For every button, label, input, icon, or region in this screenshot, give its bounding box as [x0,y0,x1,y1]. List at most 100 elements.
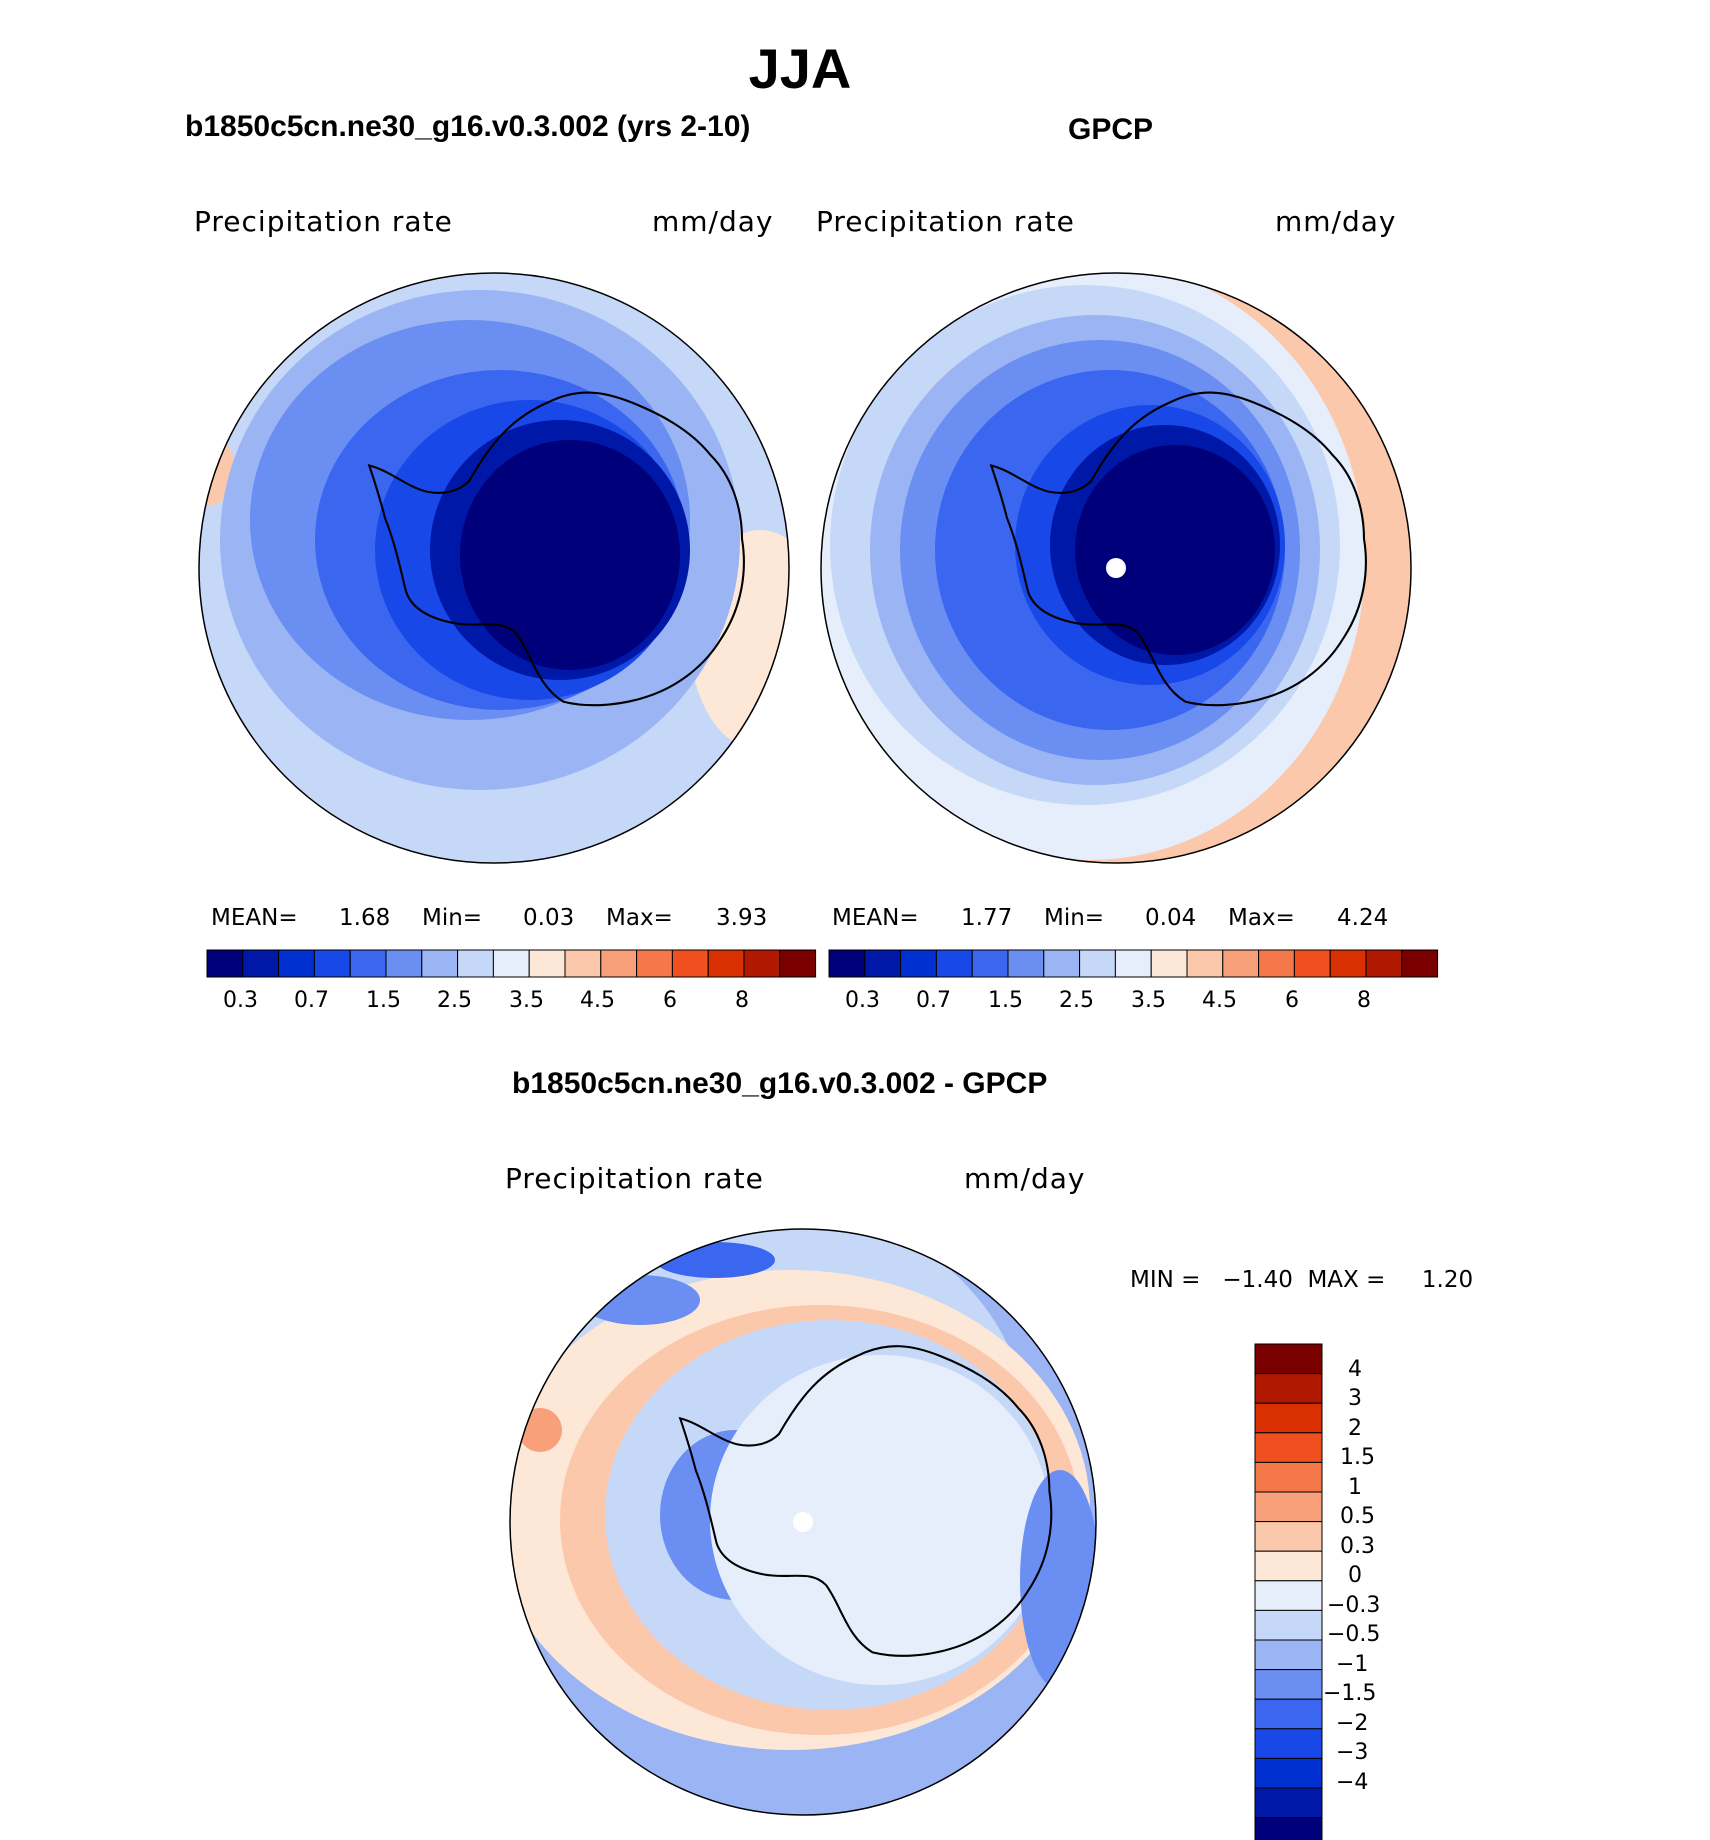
diff-panel-title: b1850c5cn.ne30_g16.v0.3.002 - GPCP [512,1067,1048,1100]
cb2-tick: 6 [1285,988,1299,1013]
colorbar-swatch [636,949,673,978]
colorbar-swatch [492,949,530,978]
colorbar-swatch [1254,1461,1323,1493]
cb3-tick: −4 [1336,1770,1369,1795]
colorbar-swatch [743,949,781,978]
colorbar-swatch [1254,1787,1323,1819]
colorbar-swatch [671,949,709,978]
panel-2-colorbar [828,949,1439,978]
colorbar-swatch [1186,949,1224,978]
colorbar-swatch [1254,1698,1323,1730]
colorbar-swatch [278,949,315,978]
panel-2-units-label: mm/day [1275,205,1397,238]
diff-map [510,1229,1096,1815]
colorbar-swatch [828,949,866,978]
diff-colorbar [1254,1343,1323,1840]
panel-2-min-value: 0.04 [1145,905,1197,931]
colorbar-swatch [600,949,638,978]
colorbar-swatch [1254,1550,1323,1582]
diff-map-border [509,1228,1097,1816]
colorbar-swatch [242,949,280,978]
panel-1-mean-label: MEAN= [211,905,298,931]
panel-2-mean-label: MEAN= [832,905,919,931]
colorbar-swatch [1222,949,1260,978]
panel-1-map-border [198,272,790,864]
panel-2-mean-value: 1.77 [961,905,1013,931]
panel-2-min-label: Min= [1044,905,1105,931]
cb2-tick: 8 [1357,988,1371,1013]
colorbar-swatch [1293,949,1331,978]
colorbar-swatch [1007,949,1045,978]
panel-1-min-value: 0.03 [523,905,575,931]
cb2-tick: 4.5 [1202,988,1237,1013]
colorbar-swatch [313,949,351,978]
cb1-tick: 1.5 [366,988,401,1013]
colorbar-swatch [935,949,973,978]
cb3-tick: 1.5 [1340,1445,1375,1470]
cb1-tick: 2.5 [437,988,472,1013]
colorbar-swatch [1254,1817,1323,1840]
colorbar-swatch [1254,1343,1323,1375]
cb2-tick: 3.5 [1131,988,1166,1013]
panel-1-map [199,273,789,863]
cb3-tick: 4 [1348,1357,1362,1382]
colorbar-swatch [864,949,902,978]
cb2-tick: 2.5 [1059,988,1094,1013]
colorbar-swatch [1254,1669,1323,1700]
colorbar-swatch [385,949,423,978]
colorbar-swatch [206,949,244,978]
colorbar-swatch [971,949,1009,978]
colorbar-swatch [1043,949,1081,978]
panel-1-units-label: mm/day [652,205,774,238]
colorbar-swatch [1254,1757,1323,1789]
colorbar-swatch [1254,1521,1323,1552]
cb3-tick: −1.5 [1323,1681,1377,1706]
colorbar-swatch [1365,949,1403,978]
colorbar-swatch [707,949,745,978]
colorbar-swatch [779,949,817,978]
colorbar-swatch [1079,949,1116,978]
colorbar-swatch [1258,949,1295,978]
panel-2-max-label: Max= [1228,905,1295,931]
colorbar-swatch [1254,1580,1323,1611]
cb2-tick: 0.7 [916,988,951,1013]
cb3-tick: −1 [1336,1652,1369,1677]
cb3-tick: 0 [1348,1563,1362,1588]
panel-1-min-label: Min= [422,905,483,931]
cb2-tick: 0.3 [845,988,880,1013]
colorbar-swatch [457,949,494,978]
cb1-tick: 0.3 [223,988,258,1013]
cb3-tick: 1 [1348,1475,1362,1500]
cb1-tick: 4.5 [580,988,615,1013]
panel-1-mean-value: 1.68 [339,905,391,931]
panel-1-max-label: Max= [606,905,673,931]
cb1-tick: 0.7 [294,988,329,1013]
colorbar-swatch [349,949,387,978]
colorbar-swatch [1401,949,1439,978]
colorbar-swatch [564,949,602,978]
panel-2-variable-label: Precipitation rate [816,205,1075,238]
panel-2-title: GPCP [1068,113,1154,146]
diff-units-label: mm/day [964,1162,1086,1195]
colorbar-swatch [421,949,459,978]
cb2-tick: 1.5 [988,988,1023,1013]
colorbar-swatch [1254,1609,1323,1641]
diff-minmax-text: MIN = −1.40 MAX = 1.20 [1130,1267,1474,1293]
cb3-tick: −0.5 [1327,1622,1381,1647]
colorbar-swatch [1254,1402,1323,1434]
main-title: JJA [748,37,852,100]
panel-1-title: b1850c5cn.ne30_g16.v0.3.002 (yrs 2-10) [185,110,751,143]
cb1-tick: 8 [735,988,749,1013]
colorbar-swatch [528,949,566,978]
cb3-tick: 3 [1348,1386,1362,1411]
panel-1-colorbar [206,949,817,978]
colorbar-swatch [1114,949,1152,978]
cb3-tick: 0.5 [1340,1504,1375,1529]
cb3-tick: −2 [1336,1711,1369,1736]
colorbar-swatch [1254,1491,1323,1523]
panel-2-map-border [820,272,1412,864]
panel-1-variable-label: Precipitation rate [194,205,453,238]
cb3-tick: −3 [1336,1740,1369,1765]
colorbar-swatch [1254,1639,1323,1671]
